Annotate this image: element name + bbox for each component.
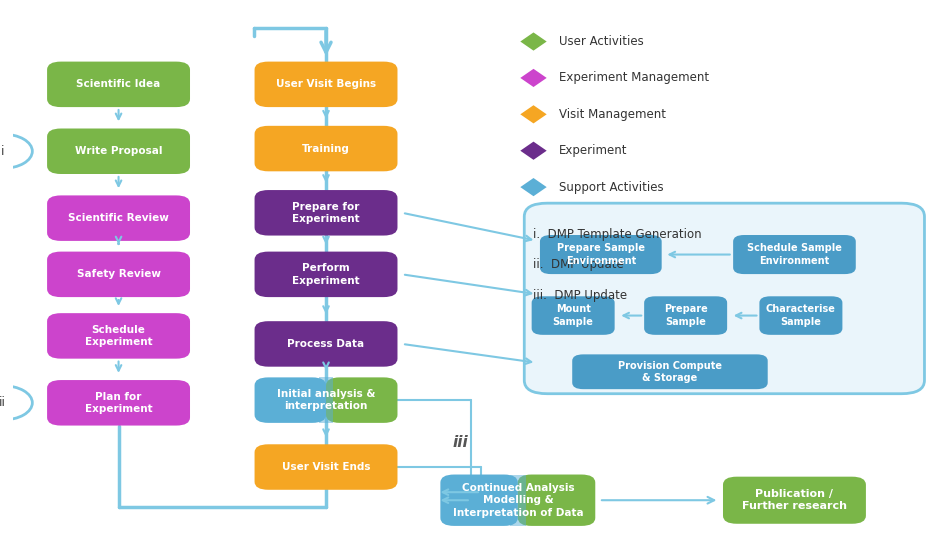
Text: Initial analysis &
interpretation: Initial analysis & interpretation [277,389,375,412]
Text: Support Activities: Support Activities [560,181,664,194]
Text: User Activities: User Activities [560,35,644,48]
Text: Write Proposal: Write Proposal [75,146,162,156]
Text: Prepare Sample
Environment: Prepare Sample Environment [557,243,645,266]
FancyBboxPatch shape [572,355,768,389]
Text: i.  DMP Template Generation: i. DMP Template Generation [534,228,702,240]
Text: Safety Review: Safety Review [77,270,161,279]
FancyBboxPatch shape [255,444,398,490]
Text: Training: Training [302,144,350,153]
FancyBboxPatch shape [255,321,398,367]
Text: User Visit Begins: User Visit Begins [276,79,376,89]
Text: Prepare
Sample: Prepare Sample [664,305,708,327]
FancyBboxPatch shape [255,62,398,107]
FancyBboxPatch shape [255,252,398,297]
Text: Characterise
Sample: Characterise Sample [766,305,836,327]
FancyBboxPatch shape [510,475,526,526]
Text: Scientific Idea: Scientific Idea [77,79,161,89]
FancyBboxPatch shape [326,377,398,423]
Text: iii.  DMP Update: iii. DMP Update [534,289,628,302]
Text: i: i [1,145,5,158]
FancyBboxPatch shape [47,313,190,359]
Text: ii: ii [0,397,7,409]
FancyBboxPatch shape [319,377,333,423]
FancyBboxPatch shape [255,377,326,423]
FancyBboxPatch shape [47,380,190,426]
Text: Process Data: Process Data [287,339,365,349]
FancyBboxPatch shape [733,235,856,274]
Text: Scientific Review: Scientific Review [68,213,169,223]
Text: Experiment Management: Experiment Management [560,72,709,84]
FancyBboxPatch shape [518,475,595,526]
Circle shape [0,134,33,168]
Polygon shape [520,141,547,160]
Polygon shape [520,32,547,51]
FancyBboxPatch shape [255,190,398,236]
FancyBboxPatch shape [532,296,615,335]
Text: Plan for
Experiment: Plan for Experiment [85,392,153,414]
Circle shape [0,386,33,420]
FancyBboxPatch shape [524,203,925,394]
Text: Publication /
Further research: Publication / Further research [742,489,847,512]
Text: Prepare for
Experiment: Prepare for Experiment [292,202,359,224]
FancyBboxPatch shape [723,477,866,524]
Text: Visit Management: Visit Management [560,108,666,121]
FancyBboxPatch shape [440,475,518,526]
Text: Mount
Sample: Mount Sample [553,305,593,327]
FancyBboxPatch shape [47,129,190,174]
Polygon shape [520,178,547,196]
FancyBboxPatch shape [47,195,190,241]
FancyBboxPatch shape [540,235,662,274]
FancyBboxPatch shape [255,126,398,171]
Text: Provision Compute
& Storage: Provision Compute & Storage [618,360,722,383]
Text: Experiment: Experiment [560,144,628,157]
Text: Perform
Experiment: Perform Experiment [292,263,359,286]
FancyBboxPatch shape [47,252,190,297]
Text: Schedule
Experiment: Schedule Experiment [85,325,153,347]
Polygon shape [520,105,547,123]
FancyBboxPatch shape [759,296,842,335]
Text: Continued Analysis
Modelling &
Interpretation of Data: Continued Analysis Modelling & Interpret… [452,483,583,518]
Text: iii: iii [453,435,469,450]
Text: Schedule Sample
Environment: Schedule Sample Environment [747,243,841,266]
Text: ii.  DMP Update: ii. DMP Update [534,258,624,271]
Text: User Visit Ends: User Visit Ends [282,462,371,472]
Polygon shape [520,69,547,87]
FancyBboxPatch shape [47,62,190,107]
FancyBboxPatch shape [644,296,727,335]
